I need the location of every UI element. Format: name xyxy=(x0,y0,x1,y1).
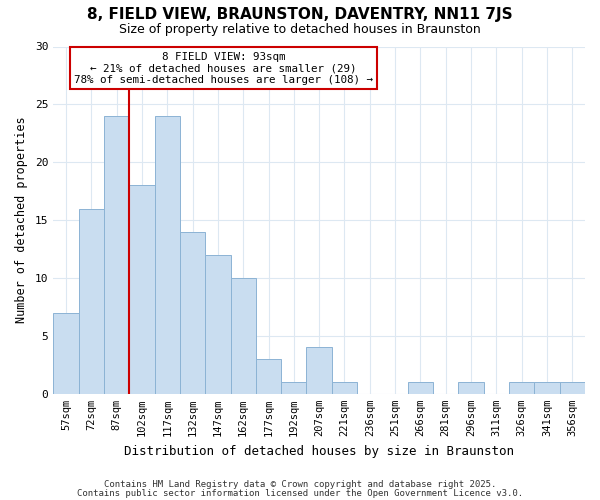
Bar xyxy=(180,232,205,394)
Bar xyxy=(408,382,433,394)
Text: Contains public sector information licensed under the Open Government Licence v3: Contains public sector information licen… xyxy=(77,488,523,498)
Bar xyxy=(560,382,585,394)
Y-axis label: Number of detached properties: Number of detached properties xyxy=(15,117,28,324)
Bar xyxy=(256,359,281,394)
Bar xyxy=(281,382,307,394)
Bar xyxy=(230,278,256,394)
Bar xyxy=(458,382,484,394)
Text: 8, FIELD VIEW, BRAUNSTON, DAVENTRY, NN11 7JS: 8, FIELD VIEW, BRAUNSTON, DAVENTRY, NN11… xyxy=(87,8,513,22)
Bar xyxy=(332,382,357,394)
Bar xyxy=(205,255,230,394)
Bar xyxy=(129,186,155,394)
Bar xyxy=(155,116,180,394)
Text: Contains HM Land Registry data © Crown copyright and database right 2025.: Contains HM Land Registry data © Crown c… xyxy=(104,480,496,489)
Text: 8 FIELD VIEW: 93sqm
← 21% of detached houses are smaller (29)
78% of semi-detach: 8 FIELD VIEW: 93sqm ← 21% of detached ho… xyxy=(74,52,373,85)
Bar xyxy=(104,116,129,394)
Bar xyxy=(53,313,79,394)
Bar xyxy=(509,382,535,394)
Text: Size of property relative to detached houses in Braunston: Size of property relative to detached ho… xyxy=(119,22,481,36)
Bar xyxy=(79,208,104,394)
Bar xyxy=(535,382,560,394)
Bar xyxy=(307,348,332,394)
X-axis label: Distribution of detached houses by size in Braunston: Distribution of detached houses by size … xyxy=(124,444,514,458)
